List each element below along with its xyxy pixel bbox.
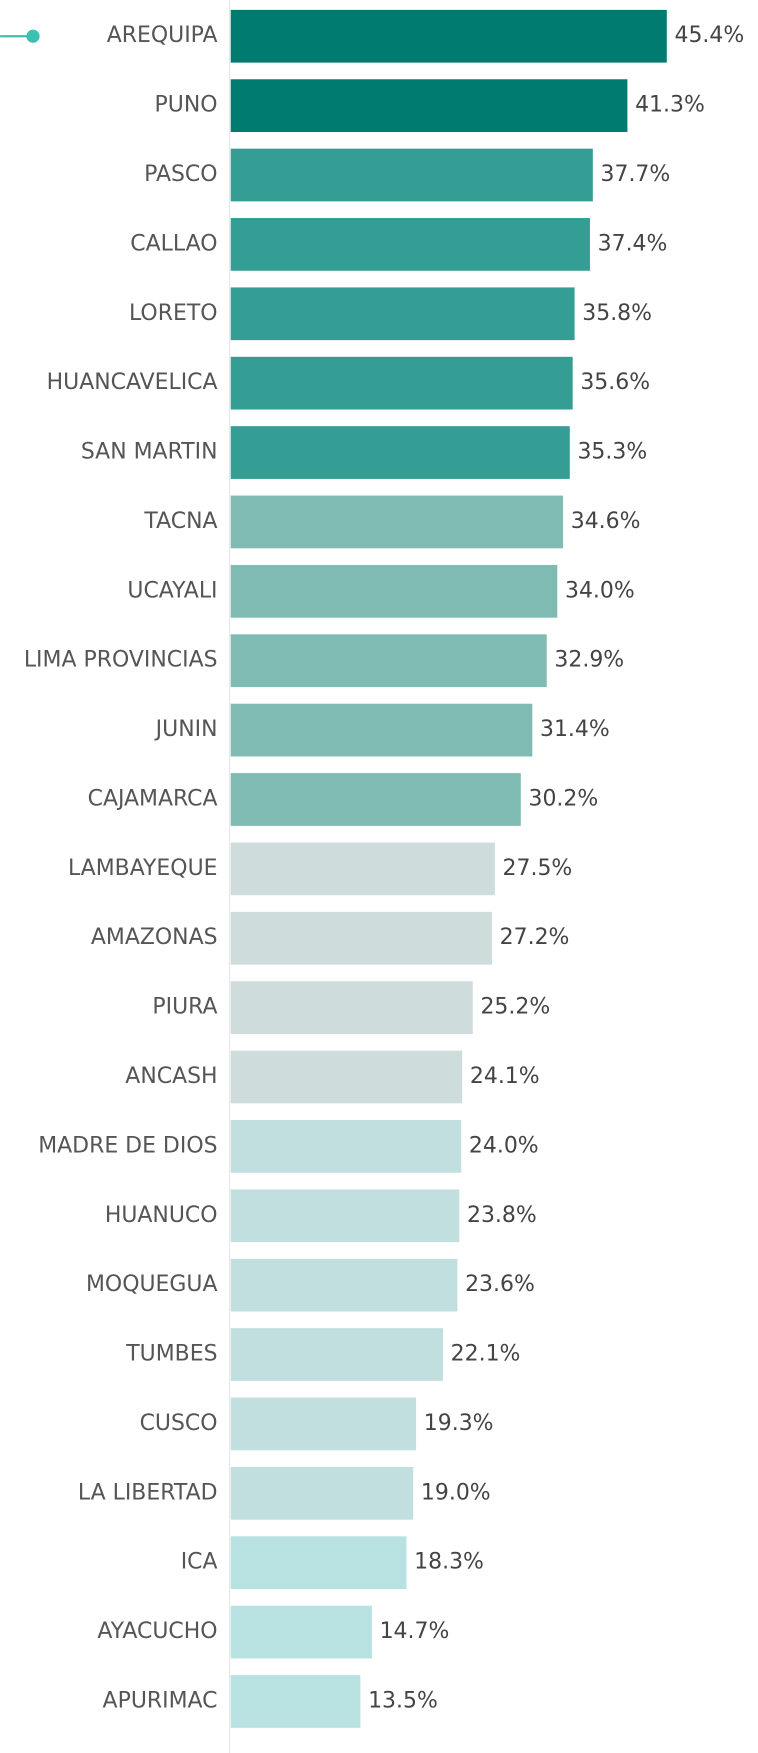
category-label: CUSCO	[140, 1411, 218, 1436]
value-label: 37.7%	[601, 162, 671, 187]
value-label: 31.4%	[540, 717, 610, 742]
bar	[230, 1397, 417, 1451]
category-label: AMAZONAS	[91, 925, 218, 950]
bar	[230, 495, 564, 549]
category-label: HUANCAVELICA	[47, 370, 218, 395]
bar	[230, 1258, 458, 1312]
bar	[230, 79, 628, 132]
category-label: ICA	[181, 1550, 218, 1575]
value-label: 24.0%	[469, 1133, 539, 1158]
bar	[230, 426, 570, 479]
bar	[230, 1466, 414, 1520]
category-label: HUANUCO	[105, 1203, 218, 1228]
category-label: LA LIBERTAD	[78, 1480, 218, 1505]
bar	[230, 703, 533, 757]
category-label: ANCASH	[125, 1064, 217, 1089]
bar	[230, 911, 492, 965]
value-label: 23.8%	[467, 1203, 537, 1228]
bar	[230, 773, 521, 826]
category-label: PUNO	[155, 93, 218, 118]
value-label: 19.0%	[421, 1480, 491, 1505]
bar	[230, 148, 593, 202]
value-label: 34.6%	[571, 509, 641, 534]
category-label: LAMBAYEQUE	[68, 856, 218, 881]
value-label: 34.0%	[565, 578, 635, 603]
value-label: 37.4%	[598, 231, 668, 256]
value-label: 22.1%	[451, 1342, 521, 1367]
category-label: JUNIN	[154, 717, 218, 742]
bar	[230, 842, 495, 896]
category-label: LORETO	[129, 301, 218, 326]
category-label: PIURA	[152, 995, 217, 1020]
value-label: 13.5%	[368, 1688, 438, 1713]
bar	[230, 1120, 462, 1173]
category-label: CAJAMARCA	[88, 786, 218, 811]
bar	[230, 1050, 463, 1104]
bar	[230, 981, 473, 1034]
bar	[230, 356, 573, 410]
value-label: 30.2%	[528, 786, 598, 811]
value-label: 23.6%	[465, 1272, 535, 1297]
value-label: 27.2%	[500, 925, 570, 950]
bar	[230, 1189, 460, 1243]
category-label: LIMA PROVINCIAS	[24, 648, 218, 673]
bar	[230, 1536, 407, 1590]
value-label: 24.1%	[470, 1064, 540, 1089]
value-label: 35.6%	[580, 370, 650, 395]
value-label: 32.9%	[554, 648, 624, 673]
category-label: TUMBES	[125, 1342, 217, 1367]
bar	[230, 1328, 443, 1381]
bar	[230, 1605, 372, 1659]
value-label: 25.2%	[480, 995, 550, 1020]
bar	[230, 287, 575, 341]
category-label: TACNA	[143, 509, 217, 534]
bar	[230, 1675, 361, 1728]
value-label: 18.3%	[414, 1550, 484, 1575]
category-label: APURIMAC	[103, 1688, 218, 1713]
category-label: PASCO	[144, 162, 217, 187]
value-label: 35.8%	[582, 301, 652, 326]
selector-dot	[26, 29, 40, 43]
value-label: 45.4%	[674, 23, 744, 48]
value-label: 19.3%	[424, 1411, 494, 1436]
category-label: AYACUCHO	[97, 1619, 217, 1644]
category-label: MADRE DE DIOS	[38, 1133, 217, 1158]
bar	[230, 218, 590, 271]
category-label: UCAYALI	[127, 578, 217, 603]
bar	[230, 634, 547, 688]
value-label: 14.7%	[380, 1619, 450, 1644]
category-label: SAN MARTIN	[81, 440, 218, 465]
bar	[230, 9, 667, 63]
value-label: 35.3%	[577, 440, 647, 465]
category-label: AREQUIPA	[107, 23, 218, 48]
category-label: MOQUEGUA	[86, 1272, 218, 1297]
bar	[230, 564, 558, 618]
value-label: 41.3%	[635, 93, 705, 118]
value-label: 27.5%	[503, 856, 573, 881]
category-label: CALLAO	[130, 231, 217, 256]
